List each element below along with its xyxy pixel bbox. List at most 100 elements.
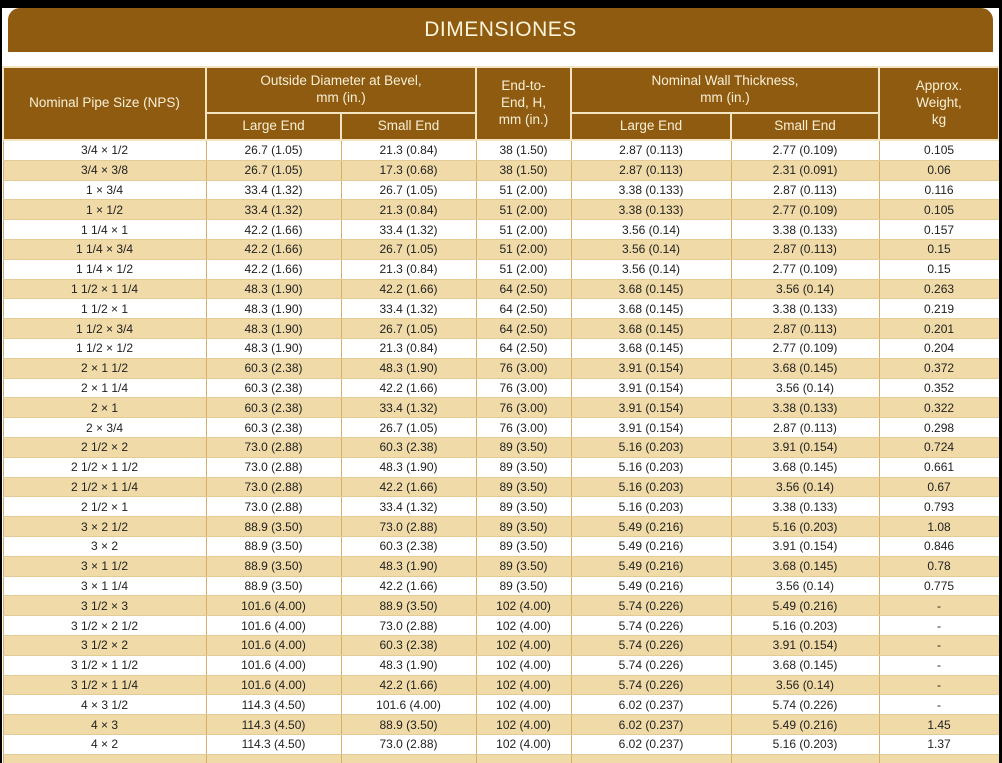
table-cell: 3.91 (0.154) — [730, 535, 880, 557]
table-cell: 2.87 (0.113) — [730, 179, 880, 201]
table-cell: 3.68 (0.145) — [570, 278, 732, 300]
table-cell: 33.4 (1.32) — [340, 496, 477, 518]
table-cell: 2 × 1 — [2, 397, 207, 419]
table-cell: 2.31 (0.091) — [730, 159, 880, 181]
table-cell: 76 (3.00) — [475, 377, 572, 399]
table-row: 4 × 2 114.3 (4.50) 73.0 (2.88) 102 (4.00) 6.… — [2, 733, 999, 755]
table-cell: 102 (4.00) — [475, 694, 572, 716]
table-row: 4 × 3 114.3 (4.50) 88.9 (3.50) 102 (4.00) 6.… — [2, 714, 999, 735]
table-cell: 1.37 — [878, 733, 999, 755]
table-cell: 3.91 (0.154) — [570, 417, 732, 438]
table-row: 1 × 1/2 33.4 (1.32) 21.3 (0.84) 51 (2.00) 3.… — [2, 199, 999, 221]
table-cell: 1 1/4 × 1 — [2, 219, 207, 240]
table-row: 3 × 1 1/2 88.9 (3.50) 48.3 (1.90) 89 (3.50)… — [2, 555, 999, 577]
table-cell: 60.3 (2.38) — [205, 397, 342, 419]
table-cell: 60.3 (2.38) — [205, 417, 342, 438]
table-row: 1 1/4 × 1/2 42.2 (1.66) 21.3 (0.84) 51 (2.0… — [2, 258, 999, 280]
table-cell: 48.3 (1.90) — [340, 654, 477, 676]
table-cell: 42.2 (1.66) — [205, 238, 342, 260]
table-row: 2 × 1 60.3 (2.38) 33.4 (1.32) 76 (3.00) 3.91… — [2, 397, 999, 419]
table-cell: 42.2 (1.66) — [340, 476, 477, 498]
table-cell: 4 × 3 — [2, 714, 207, 735]
table-cell: 5.16 (0.203) — [730, 516, 880, 537]
header-wall-small-end: Small End — [730, 112, 881, 141]
table-cell: 38 (1.50) — [475, 139, 572, 161]
table-row: 2 × 1 1/4 60.3 (2.38) 42.2 (1.66) 76 (3.00)… — [2, 377, 999, 399]
table-cell: 102 (4.00) — [475, 595, 572, 617]
table-cell: 3.68 (0.145) — [730, 357, 880, 379]
table-row: 4 × 3 1/2 114.3 (4.50) 101.6 (4.00) 102 (4.… — [2, 694, 999, 716]
table-row: 2 1/2 × 1 73.0 (2.88) 33.4 (1.32) 89 (3.50)… — [2, 496, 999, 518]
header-nps: Nominal Pipe Size (NPS) — [2, 66, 207, 141]
table-cell: 102 (4.00) — [475, 714, 572, 735]
table-cell: 0.15 — [878, 238, 999, 260]
table-cell — [730, 753, 880, 763]
table-cell: 60.3 (2.38) — [340, 634, 477, 656]
table-cell: 89 (3.50) — [475, 575, 572, 597]
table-cell: 73.0 (2.88) — [205, 476, 342, 498]
table-cell: 0.219 — [878, 298, 999, 320]
table-cell: 3.56 (0.14) — [570, 258, 732, 280]
table-cell: 42.2 (1.66) — [340, 575, 477, 597]
table-cell: 5.74 (0.226) — [570, 674, 732, 696]
table-cell: 26.7 (1.05) — [340, 179, 477, 201]
table-cell: 1.08 — [878, 516, 999, 537]
table-cell: 89 (3.50) — [475, 555, 572, 577]
table-row: 1 1/2 × 1/2 48.3 (1.90) 21.3 (0.84) 64 (2.5… — [2, 337, 999, 359]
header-outside-diameter: Outside Diameter at Bevel, mm (in.) — [204, 66, 478, 114]
table-row: 1 1/2 × 3/4 48.3 (1.90) 26.7 (1.05) 64 (2.5… — [2, 318, 999, 339]
table-header: Nominal Pipe Size (NPS) Outside Diameter… — [2, 66, 999, 141]
table-cell — [2, 753, 207, 763]
header-end-to-end: End-to- End, H, mm (in.) — [475, 66, 573, 141]
table-cell: 76 (3.00) — [475, 357, 572, 379]
table-cell: 4 × 3 1/2 — [2, 694, 207, 716]
table-cell: 2 × 1 1/2 — [2, 357, 207, 379]
table-cell: 3 1/2 × 2 1/2 — [2, 615, 207, 636]
table-cell: 2.87 (0.113) — [730, 417, 880, 438]
table-cell: 1.45 — [878, 714, 999, 735]
table-row: 1 × 3/4 33.4 (1.32) 26.7 (1.05) 51 (2.00) 3.… — [2, 179, 999, 201]
table-cell: 33.4 (1.32) — [205, 179, 342, 201]
table-cell: 2 1/2 × 1 1/4 — [2, 476, 207, 498]
table-cell: 3.38 (0.133) — [730, 219, 880, 240]
table-cell: 88.9 (3.50) — [340, 595, 477, 617]
table-cell: 64 (2.50) — [475, 278, 572, 300]
table-cell: 3.56 (0.14) — [730, 674, 880, 696]
table-cell: 0.263 — [878, 278, 999, 300]
table-cell: 102 (4.00) — [475, 733, 572, 755]
table-cell: 0.793 — [878, 496, 999, 518]
table-row: 1 1/2 × 1 1/4 48.3 (1.90) 42.2 (1.66) 64 (2… — [2, 278, 999, 300]
table-cell: 3.68 (0.145) — [570, 298, 732, 320]
table-cell: 3/4 × 1/2 — [2, 139, 207, 161]
table-cell: 48.3 (1.90) — [205, 298, 342, 320]
table-cell: 0.105 — [878, 199, 999, 221]
table-cell: 3 1/2 × 1 1/4 — [2, 674, 207, 696]
table-cell: 2 1/2 × 1 — [2, 496, 207, 518]
table-cell: 3.38 (0.133) — [730, 496, 880, 518]
table-cell: 3.91 (0.154) — [570, 377, 732, 399]
table-cell: 6.02 (0.237) — [570, 733, 732, 755]
table-cell: 48.3 (1.90) — [340, 456, 477, 478]
table-cell — [475, 753, 572, 763]
table-cell: 101.6 (4.00) — [205, 654, 342, 676]
header-od-small-end: Small End — [339, 112, 478, 141]
table-cell: 3 1/2 × 1 1/2 — [2, 654, 207, 676]
table-cell: 76 (3.00) — [475, 397, 572, 419]
table-cell: 101.6 (4.00) — [205, 595, 342, 617]
table-row: 2 1/2 × 1 1/2 73.0 (2.88) 48.3 (1.90) 89 (3… — [2, 456, 999, 478]
table-cell: 3.56 (0.14) — [730, 278, 880, 300]
table-cell: 3.91 (0.154) — [570, 357, 732, 379]
table-cell: 1 1/4 × 1/2 — [2, 258, 207, 280]
table-cell: 73.0 (2.88) — [340, 516, 477, 537]
table-cell: 5.16 (0.203) — [570, 496, 732, 518]
table-cell — [878, 753, 999, 763]
table-cell: 2.87 (0.113) — [570, 159, 732, 181]
table-cell — [340, 753, 477, 763]
table-cell: 89 (3.50) — [475, 436, 572, 458]
table-cell: 5.74 (0.226) — [570, 595, 732, 617]
table-cell: 60.3 (2.38) — [205, 357, 342, 379]
header-wall-large-end: Large End — [570, 112, 733, 141]
table-cell: 3 × 2 1/2 — [2, 516, 207, 537]
table-cell: 48.3 (1.90) — [205, 337, 342, 359]
table-row: 3 1/2 × 1 1/2 101.6 (4.00) 48.3 (1.90) 102 … — [2, 654, 999, 676]
